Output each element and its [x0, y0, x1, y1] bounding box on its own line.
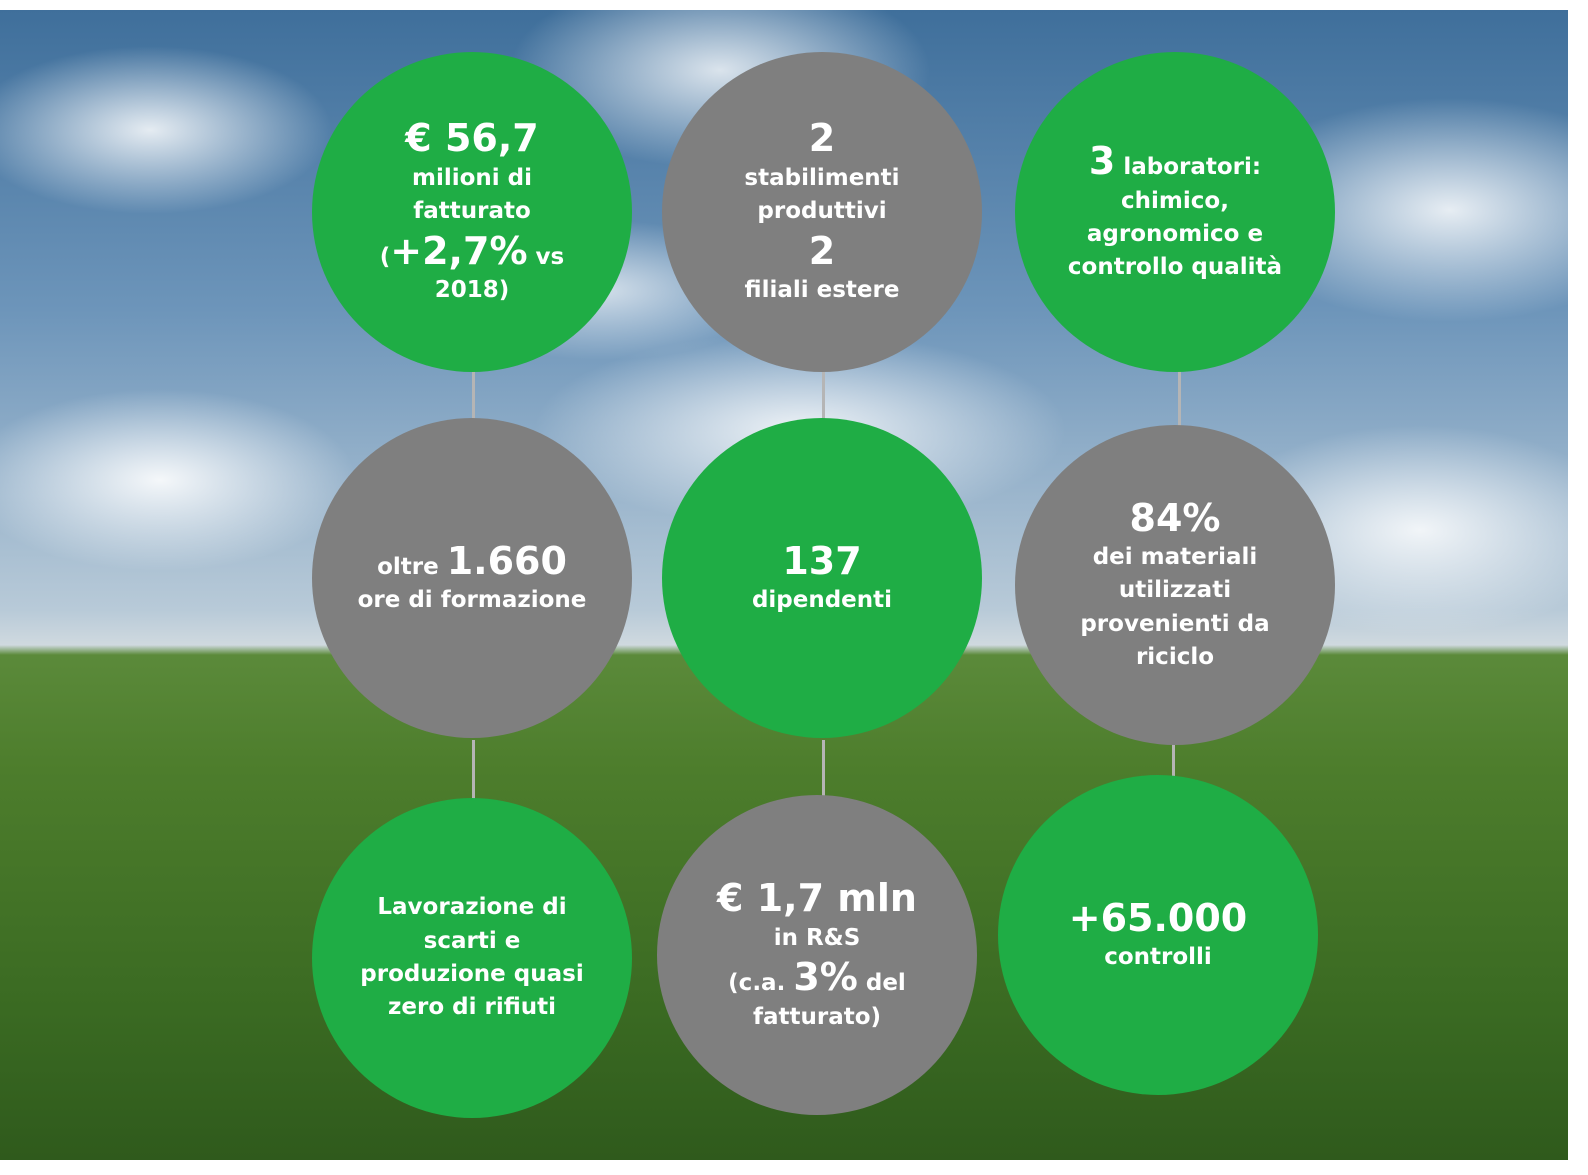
- highlight-text: 1.660: [446, 538, 567, 583]
- text-line: 3 laboratori:: [1089, 139, 1261, 185]
- label-text: chimico,: [1121, 187, 1229, 214]
- text-line: +65.000: [1069, 896, 1247, 942]
- highlight-text: € 1,7 mln: [717, 876, 917, 921]
- text-line: riciclo: [1136, 641, 1214, 674]
- label-text: produzione quasi: [360, 961, 584, 987]
- label-text: fatturato): [752, 1003, 882, 1030]
- label-text: dipendenti: [751, 587, 893, 614]
- stat-circle: € 1,7 mln in R&S (c.a. 3% del fatturato): [657, 795, 977, 1115]
- text-line: chimico,: [1121, 185, 1229, 218]
- label-text: controlli: [1104, 944, 1212, 971]
- text-line: (+2,7% vs: [380, 229, 564, 275]
- connector: [822, 740, 825, 800]
- text-line: controlli: [1104, 941, 1212, 974]
- connector: [1172, 740, 1175, 800]
- label-text: del: [857, 970, 906, 996]
- connector: [472, 370, 475, 430]
- label-text: utilizzati: [1118, 577, 1232, 604]
- text-line: filiali estere: [745, 274, 900, 307]
- text-line: provenienti da: [1080, 608, 1269, 641]
- label-text: agronomico e: [1086, 221, 1264, 248]
- stat-circle: 84% dei materiali utilizzati provenienti da…: [1015, 425, 1335, 745]
- text-line: 2: [809, 116, 835, 162]
- connector: [472, 740, 475, 810]
- text-line: 137: [782, 539, 861, 585]
- label-text: milioni di: [411, 164, 533, 191]
- text-line: produzione quasi: [360, 958, 583, 991]
- label-text: laboratori:: [1115, 154, 1262, 181]
- label-text: scarti e: [423, 927, 521, 954]
- highlight-text: 2: [808, 228, 836, 273]
- text-line: dei materiali: [1093, 541, 1258, 574]
- text-line: produttivi: [757, 195, 886, 228]
- stat-circle: 137 dipendenti: [662, 418, 982, 738]
- text-line: 2: [809, 229, 835, 275]
- stat-circle: +65.000 controlli: [998, 775, 1318, 1095]
- text-line: utilizzati: [1119, 574, 1231, 607]
- text-line: zero di rifiuti: [388, 991, 556, 1024]
- text-line: controllo qualità: [1068, 251, 1282, 284]
- label-text: riciclo: [1135, 644, 1215, 671]
- text-line: oltre 1.660: [377, 539, 567, 585]
- text-line: scarti e: [424, 925, 521, 958]
- stat-circle: € 56,7 milioni di fatturato (+2,7% vs 2018): [312, 52, 632, 372]
- label-text: filiali estere: [744, 277, 900, 304]
- label-text: (c.a.: [728, 970, 794, 996]
- text-line: (c.a. 3% del: [728, 955, 906, 1001]
- label-text: provenienti da: [1080, 610, 1270, 637]
- stat-circle: 2 stabilimenti produttivi 2 filiali estere: [662, 52, 982, 372]
- label-text: controllo qualità: [1067, 254, 1283, 281]
- label-text: Lavorazione di: [377, 894, 567, 921]
- text-line: € 1,7 mln: [717, 876, 917, 922]
- label-text: zero di rifiuti: [387, 994, 557, 1021]
- background: € 56,7 milioni di fatturato (+2,7% vs 2018) 2…: [0, 10, 1568, 1160]
- label-text: (: [379, 243, 391, 270]
- text-line: agronomico e: [1087, 218, 1263, 251]
- label-text: produttivi: [757, 198, 887, 225]
- highlight-text: +2,7%: [390, 228, 528, 273]
- text-line: fatturato): [753, 1001, 881, 1034]
- text-line: fatturato: [413, 195, 531, 228]
- text-line: in R&S: [774, 922, 861, 955]
- connector: [1178, 370, 1181, 435]
- label-text: fatturato: [413, 198, 531, 225]
- stat-circle: 3 laboratori: chimico, agronomico e control…: [1015, 52, 1335, 372]
- highlight-text: € 56,7: [405, 116, 539, 161]
- highlight-text: +65.000: [1068, 895, 1248, 940]
- highlight-text: 3%: [793, 955, 858, 999]
- text-line: stabilimenti: [744, 162, 899, 195]
- label-text: stabilimenti: [744, 164, 900, 191]
- label-text: 2018): [434, 277, 510, 304]
- label-text: vs: [527, 243, 565, 270]
- label-text: in R&S: [773, 924, 861, 951]
- text-line: ore di formazione: [358, 584, 587, 617]
- text-line: Lavorazione di: [377, 891, 566, 924]
- text-line: 84%: [1130, 496, 1221, 542]
- text-line: 2018): [435, 274, 510, 307]
- text-line: dipendenti: [752, 584, 892, 617]
- label-text: oltre: [377, 553, 447, 580]
- stat-circle: Lavorazione di scarti e produzione quasi ze…: [312, 798, 632, 1118]
- highlight-text: 84%: [1129, 495, 1221, 540]
- highlight-text: 2: [808, 116, 836, 161]
- stat-circle: oltre 1.660 ore di formazione: [312, 418, 632, 738]
- text-line: € 56,7: [405, 116, 538, 162]
- label-text: dei materiali: [1092, 544, 1258, 571]
- label-text: ore di formazione: [357, 587, 587, 614]
- text-line: milioni di: [412, 162, 532, 195]
- highlight-text: 3: [1088, 139, 1116, 184]
- connector: [822, 370, 825, 430]
- highlight-text: 137: [782, 538, 862, 583]
